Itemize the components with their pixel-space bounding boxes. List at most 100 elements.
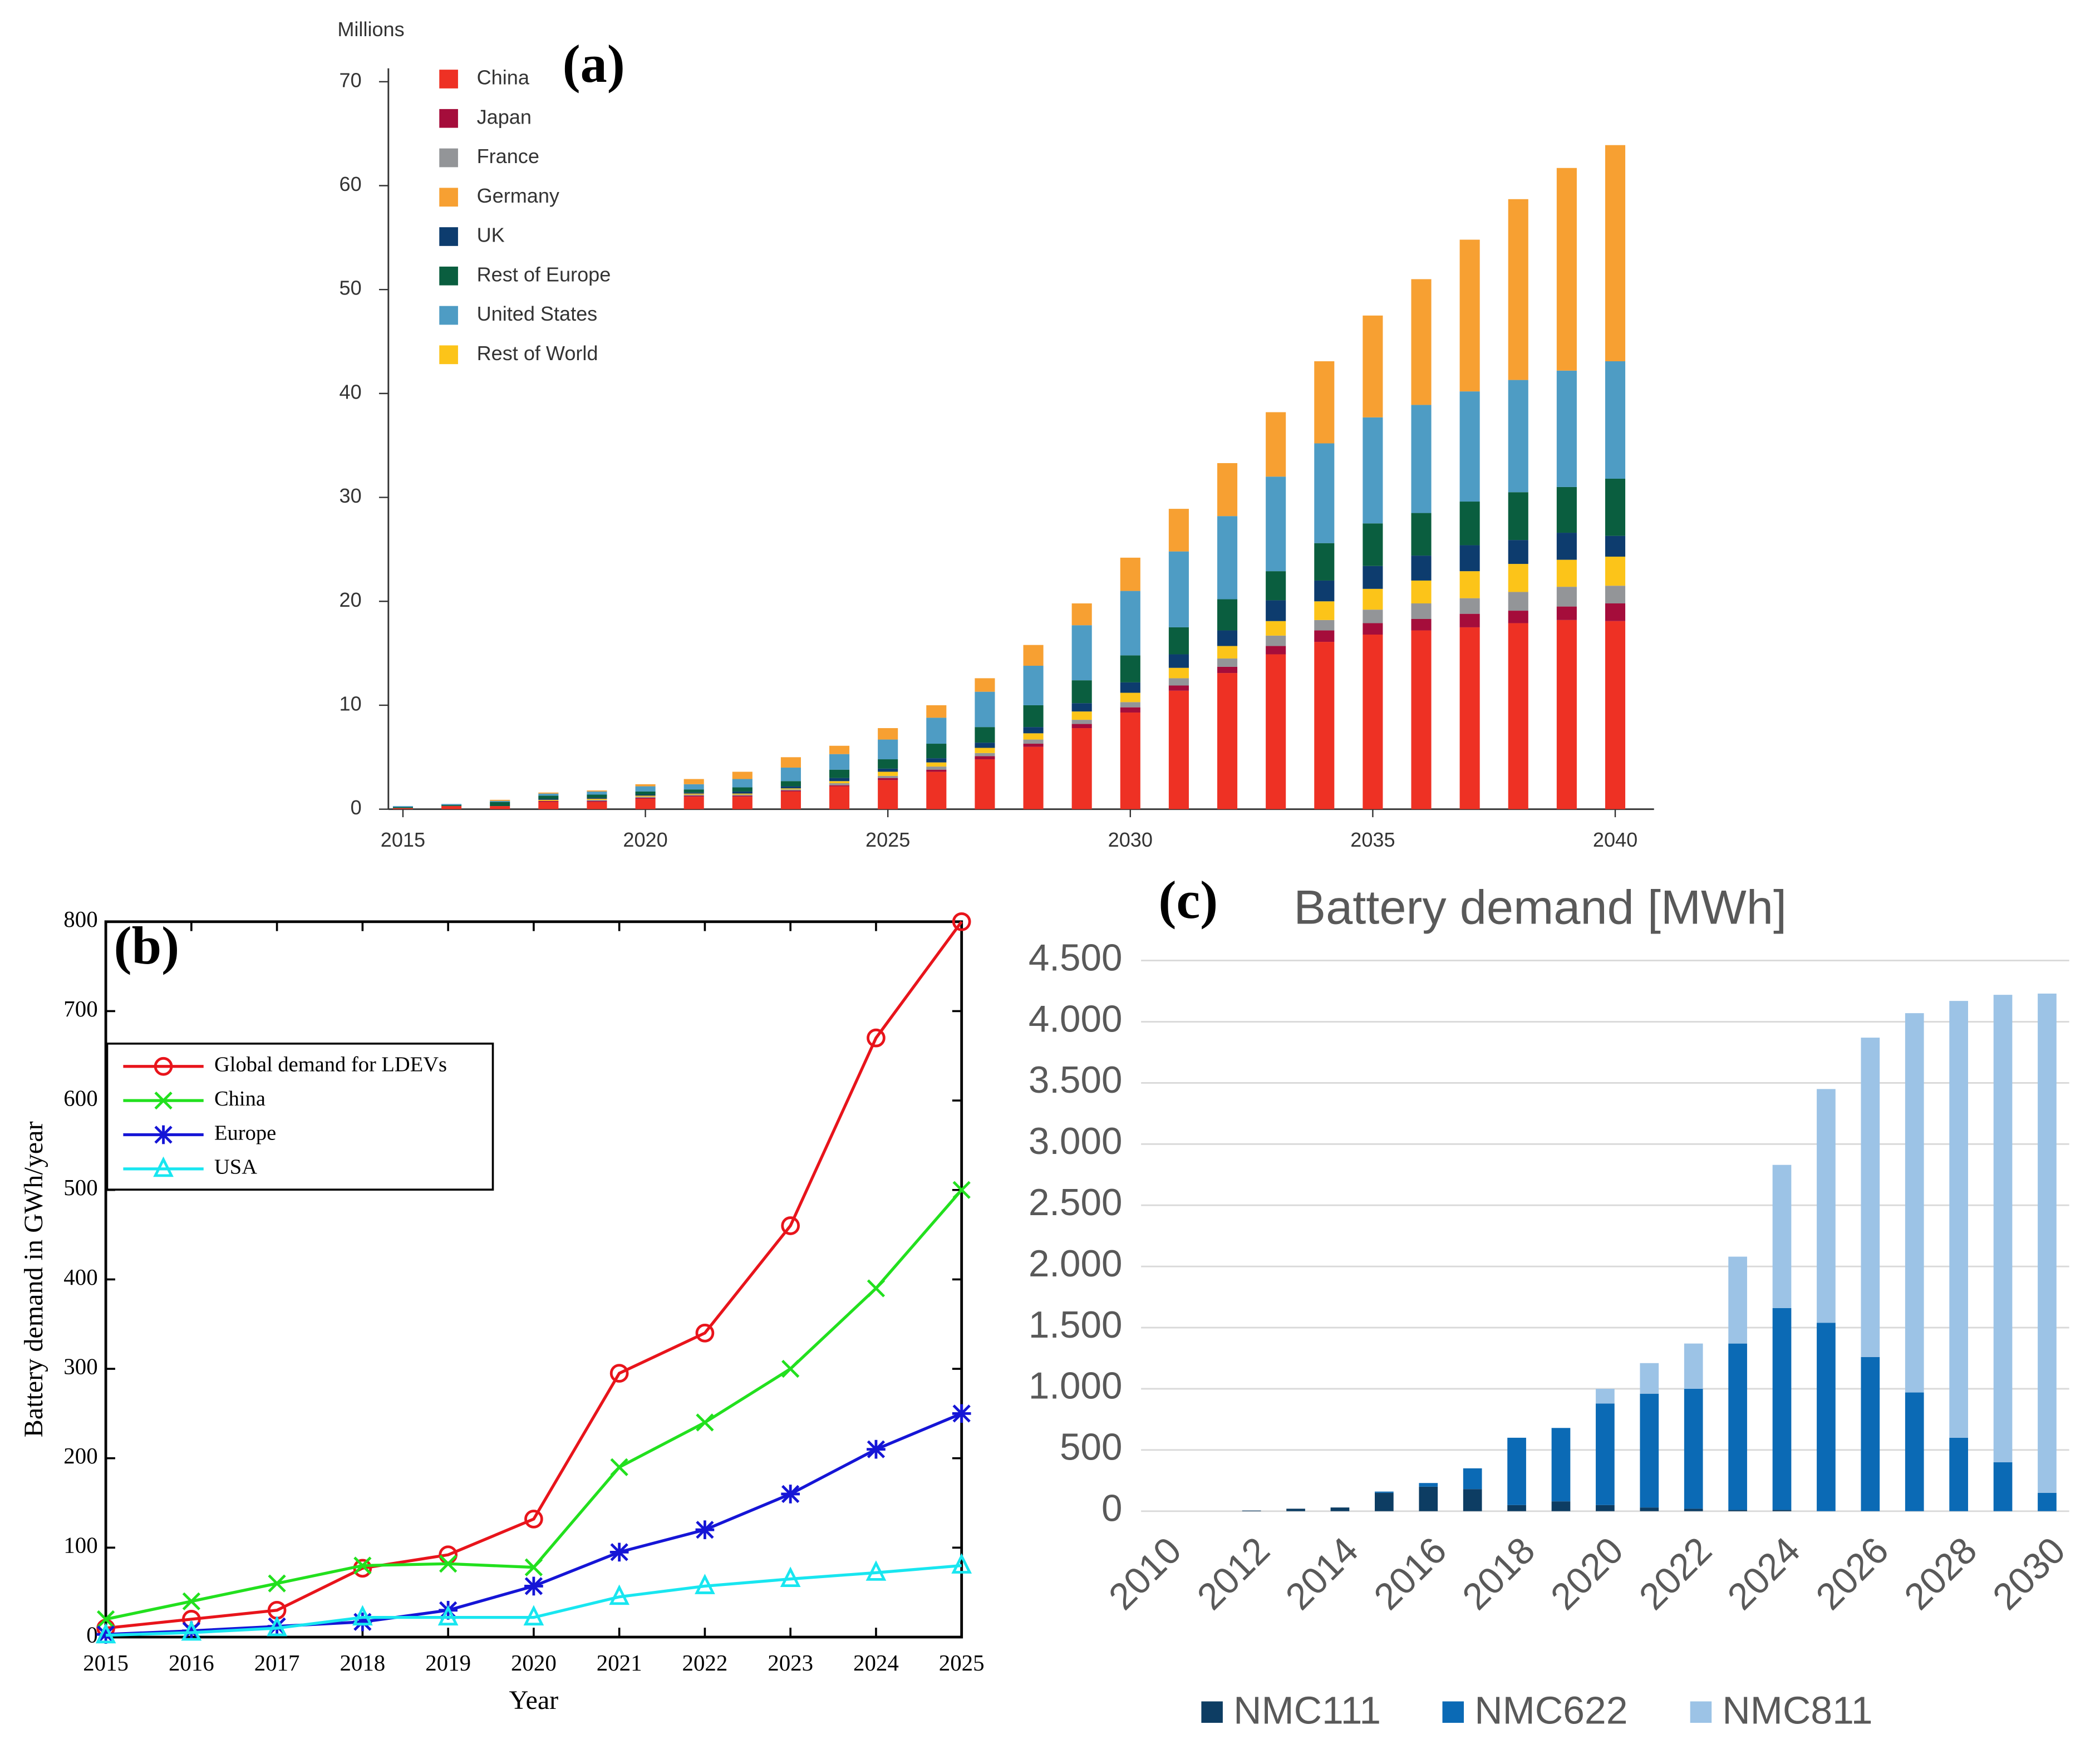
bar-segment	[1640, 1363, 1659, 1394]
marker-stroke	[439, 1555, 458, 1573]
bar-segment	[1363, 523, 1383, 566]
bar-segment	[1508, 492, 1528, 541]
x-tick-label: 2020	[511, 1650, 557, 1676]
bar-segment	[1772, 1510, 1792, 1511]
y-tick-label: 4.000	[1029, 998, 1123, 1040]
bar-segment	[1120, 591, 1140, 656]
legend-label: UK	[477, 224, 505, 247]
bar-segment	[587, 799, 607, 801]
bar-segment	[587, 794, 607, 798]
y-tick-label: 4.500	[1029, 937, 1123, 979]
bar-segment	[780, 781, 801, 787]
legend-label: China	[214, 1087, 265, 1111]
bar-segment	[1168, 685, 1189, 691]
bar-segment	[1459, 613, 1480, 627]
data-point	[609, 1364, 629, 1383]
bar-segment	[1168, 667, 1189, 679]
y-tick-label: 100	[63, 1533, 97, 1558]
y-tick-label: 0	[1101, 1488, 1122, 1530]
bar-segment	[1314, 580, 1335, 602]
bar-segment	[1419, 1483, 1438, 1487]
marker-stroke	[781, 1359, 800, 1378]
bar-segment	[683, 797, 704, 809]
legend-swatch	[439, 109, 458, 128]
x-tick-label: 2018	[340, 1650, 385, 1676]
bar-segment	[1363, 588, 1383, 610]
bar-segment	[1556, 168, 1577, 371]
legend-label: USA	[214, 1156, 257, 1179]
y-tick-label: 500	[1060, 1427, 1122, 1468]
bar-segment	[1508, 592, 1528, 611]
bar-segment	[1314, 601, 1335, 620]
bar-segment	[1861, 1357, 1880, 1511]
bar-segment	[1772, 1308, 1792, 1510]
bar-segment	[490, 800, 510, 802]
bar-segment	[1314, 630, 1335, 642]
bar-segment	[1375, 1492, 1394, 1511]
bar-segment	[490, 799, 510, 801]
legend-label: Europe	[214, 1121, 276, 1144]
legend-swatch	[439, 345, 458, 365]
marker-stroke	[154, 1091, 173, 1110]
bar-segment	[1508, 199, 1528, 380]
legend-label: China	[477, 66, 530, 89]
legend-label: Japan	[477, 105, 532, 128]
data-point	[780, 1566, 801, 1588]
bar-segment	[732, 772, 753, 779]
bar-segment	[1684, 1388, 1703, 1509]
data-point	[439, 1555, 458, 1573]
bar-segment	[635, 791, 656, 795]
data-point	[524, 1576, 543, 1596]
bar-segment	[1556, 606, 1577, 620]
bar-segment	[878, 772, 898, 776]
bar-segment	[878, 728, 898, 740]
bar-segment	[538, 802, 559, 809]
bar-segment	[780, 757, 801, 768]
legend-marker	[153, 1156, 174, 1177]
data-point	[352, 1605, 373, 1626]
bar-segment	[975, 678, 995, 692]
bar-segment	[829, 754, 850, 770]
x-tick-label: 2025	[939, 1650, 985, 1676]
bar-segment	[1120, 713, 1140, 809]
bar-segment	[1411, 405, 1432, 513]
bar-segment	[1023, 744, 1044, 747]
panel: 0 100 200 300 400 500 600 700 800 2015 2016 2017 201…	[19, 907, 985, 1715]
bar-segment	[538, 799, 559, 801]
bar-segment	[780, 789, 801, 791]
data-point	[524, 1510, 543, 1529]
bar-segment	[780, 788, 801, 790]
bar-segment	[1266, 476, 1286, 572]
x-tick-label: 2016	[169, 1650, 214, 1676]
series-line	[106, 1564, 962, 1637]
y-tick-label: 2.500	[1029, 1182, 1123, 1224]
bar-segment	[1314, 642, 1335, 809]
bar-segment	[1728, 1343, 1747, 1510]
bar-segment	[2038, 1492, 2057, 1511]
bar-segment	[1266, 654, 1286, 809]
bar-segment	[1905, 1013, 1924, 1393]
bar-segment	[683, 784, 704, 790]
bar-segment	[1411, 513, 1432, 556]
bar-segment	[732, 791, 753, 794]
data-point	[952, 1404, 971, 1423]
legend-swatch	[439, 306, 458, 325]
bar-segment	[683, 794, 704, 796]
data-point	[437, 1605, 459, 1626]
bar-segment	[1411, 580, 1432, 603]
bar-segment	[635, 798, 656, 799]
bar-segment	[1071, 720, 1092, 724]
x-tick-label: 2019	[425, 1650, 471, 1676]
bar-segment	[1120, 702, 1140, 707]
bar-segment	[926, 762, 947, 767]
bar-segment	[1266, 412, 1286, 477]
bar-segment	[635, 797, 656, 798]
bar-segment	[1266, 571, 1286, 601]
legend-swatch	[439, 70, 458, 89]
bar-segment	[1459, 502, 1480, 546]
panel-label: (b)	[114, 916, 180, 975]
data-point	[696, 1413, 714, 1432]
